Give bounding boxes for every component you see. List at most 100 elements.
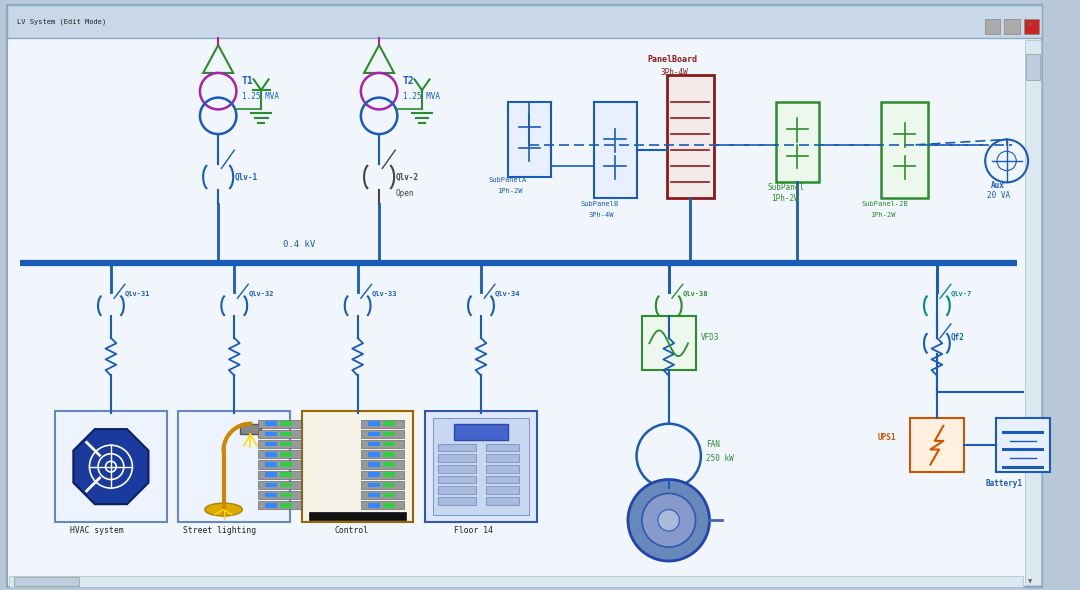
Text: SubPanel: SubPanel [768, 183, 805, 192]
Circle shape [642, 493, 696, 547]
Text: SubPanelA: SubPanelA [488, 178, 527, 183]
FancyBboxPatch shape [361, 440, 404, 448]
FancyBboxPatch shape [486, 497, 518, 504]
FancyBboxPatch shape [881, 102, 929, 198]
FancyBboxPatch shape [455, 424, 508, 440]
FancyBboxPatch shape [361, 450, 404, 458]
FancyBboxPatch shape [383, 483, 395, 487]
FancyBboxPatch shape [996, 418, 1050, 472]
FancyBboxPatch shape [258, 450, 301, 458]
FancyBboxPatch shape [266, 462, 278, 467]
Text: Qlv-31: Qlv-31 [125, 290, 150, 296]
Text: Battery1: Battery1 [985, 479, 1022, 488]
FancyBboxPatch shape [258, 440, 301, 448]
Text: PanelBoard: PanelBoard [647, 55, 698, 64]
FancyBboxPatch shape [361, 481, 404, 489]
FancyBboxPatch shape [368, 442, 380, 447]
Text: Open: Open [395, 189, 414, 198]
FancyBboxPatch shape [14, 576, 79, 586]
FancyBboxPatch shape [910, 418, 963, 472]
Text: SubPanel-2B: SubPanel-2B [862, 201, 908, 207]
FancyBboxPatch shape [666, 75, 714, 198]
Text: HVAC system: HVAC system [70, 526, 124, 535]
FancyBboxPatch shape [258, 491, 301, 499]
FancyBboxPatch shape [368, 493, 380, 497]
FancyBboxPatch shape [266, 483, 278, 487]
FancyBboxPatch shape [368, 431, 380, 436]
Text: 1Ph-2W: 1Ph-2W [497, 188, 523, 194]
FancyBboxPatch shape [266, 493, 278, 497]
FancyBboxPatch shape [266, 431, 278, 436]
Polygon shape [73, 429, 148, 504]
FancyBboxPatch shape [55, 411, 166, 522]
Text: ▲: ▲ [1028, 21, 1032, 26]
FancyBboxPatch shape [6, 5, 1042, 587]
FancyBboxPatch shape [433, 418, 529, 515]
FancyBboxPatch shape [258, 430, 301, 438]
Text: 1.25 MVA: 1.25 MVA [403, 91, 440, 101]
FancyBboxPatch shape [1004, 19, 1020, 34]
FancyBboxPatch shape [266, 421, 278, 426]
FancyBboxPatch shape [301, 411, 414, 522]
FancyBboxPatch shape [508, 102, 551, 177]
FancyBboxPatch shape [383, 431, 395, 436]
FancyBboxPatch shape [383, 473, 395, 477]
Text: Qlv-38: Qlv-38 [683, 290, 708, 296]
Text: 20 VA: 20 VA [987, 191, 1011, 201]
FancyBboxPatch shape [281, 421, 293, 426]
Text: Qlv-33: Qlv-33 [372, 290, 397, 296]
FancyBboxPatch shape [361, 419, 404, 428]
FancyBboxPatch shape [438, 497, 475, 504]
FancyBboxPatch shape [258, 460, 301, 468]
FancyBboxPatch shape [361, 430, 404, 438]
FancyBboxPatch shape [438, 465, 475, 473]
Text: 250 kW: 250 kW [706, 454, 734, 463]
FancyBboxPatch shape [266, 442, 278, 447]
FancyBboxPatch shape [777, 102, 819, 182]
FancyBboxPatch shape [426, 411, 537, 522]
FancyBboxPatch shape [258, 471, 301, 478]
Circle shape [627, 480, 710, 561]
FancyBboxPatch shape [361, 491, 404, 499]
Text: VFD3: VFD3 [701, 333, 719, 342]
FancyBboxPatch shape [281, 431, 293, 436]
FancyBboxPatch shape [1026, 54, 1040, 80]
FancyBboxPatch shape [383, 452, 395, 457]
FancyBboxPatch shape [368, 421, 380, 426]
FancyBboxPatch shape [438, 476, 475, 483]
Text: Qlv-34: Qlv-34 [495, 290, 521, 296]
FancyBboxPatch shape [178, 411, 291, 522]
FancyBboxPatch shape [258, 501, 301, 509]
Text: T2: T2 [403, 76, 415, 86]
Text: Qlv-32: Qlv-32 [248, 290, 273, 296]
FancyBboxPatch shape [383, 503, 395, 507]
FancyBboxPatch shape [438, 454, 475, 462]
FancyBboxPatch shape [368, 462, 380, 467]
FancyBboxPatch shape [281, 473, 293, 477]
FancyBboxPatch shape [9, 576, 1023, 587]
Text: Qf2: Qf2 [950, 333, 964, 342]
Text: 1Ph-2W: 1Ph-2W [771, 194, 798, 202]
FancyBboxPatch shape [486, 454, 518, 462]
Text: 1Ph-2W: 1Ph-2W [870, 212, 896, 218]
FancyBboxPatch shape [486, 487, 518, 494]
FancyBboxPatch shape [258, 419, 301, 428]
Text: UPS1: UPS1 [878, 433, 896, 442]
Text: LV System (Edit Mode): LV System (Edit Mode) [16, 18, 106, 25]
Text: Qlv-1: Qlv-1 [234, 173, 257, 182]
Text: 0.4 kV: 0.4 kV [283, 240, 314, 249]
FancyBboxPatch shape [281, 493, 293, 497]
Text: 3Ph-4W: 3Ph-4W [660, 68, 688, 77]
Text: Control: Control [334, 526, 368, 535]
FancyBboxPatch shape [438, 487, 475, 494]
Text: Street lighting: Street lighting [183, 526, 256, 535]
Text: SubPanelB: SubPanelB [581, 201, 619, 207]
FancyBboxPatch shape [266, 452, 278, 457]
FancyBboxPatch shape [383, 462, 395, 467]
Text: Aux: Aux [990, 181, 1004, 190]
FancyBboxPatch shape [486, 444, 518, 451]
FancyBboxPatch shape [266, 503, 278, 507]
FancyBboxPatch shape [258, 481, 301, 489]
FancyBboxPatch shape [266, 473, 278, 477]
Text: 1.25 MVA: 1.25 MVA [242, 91, 279, 101]
